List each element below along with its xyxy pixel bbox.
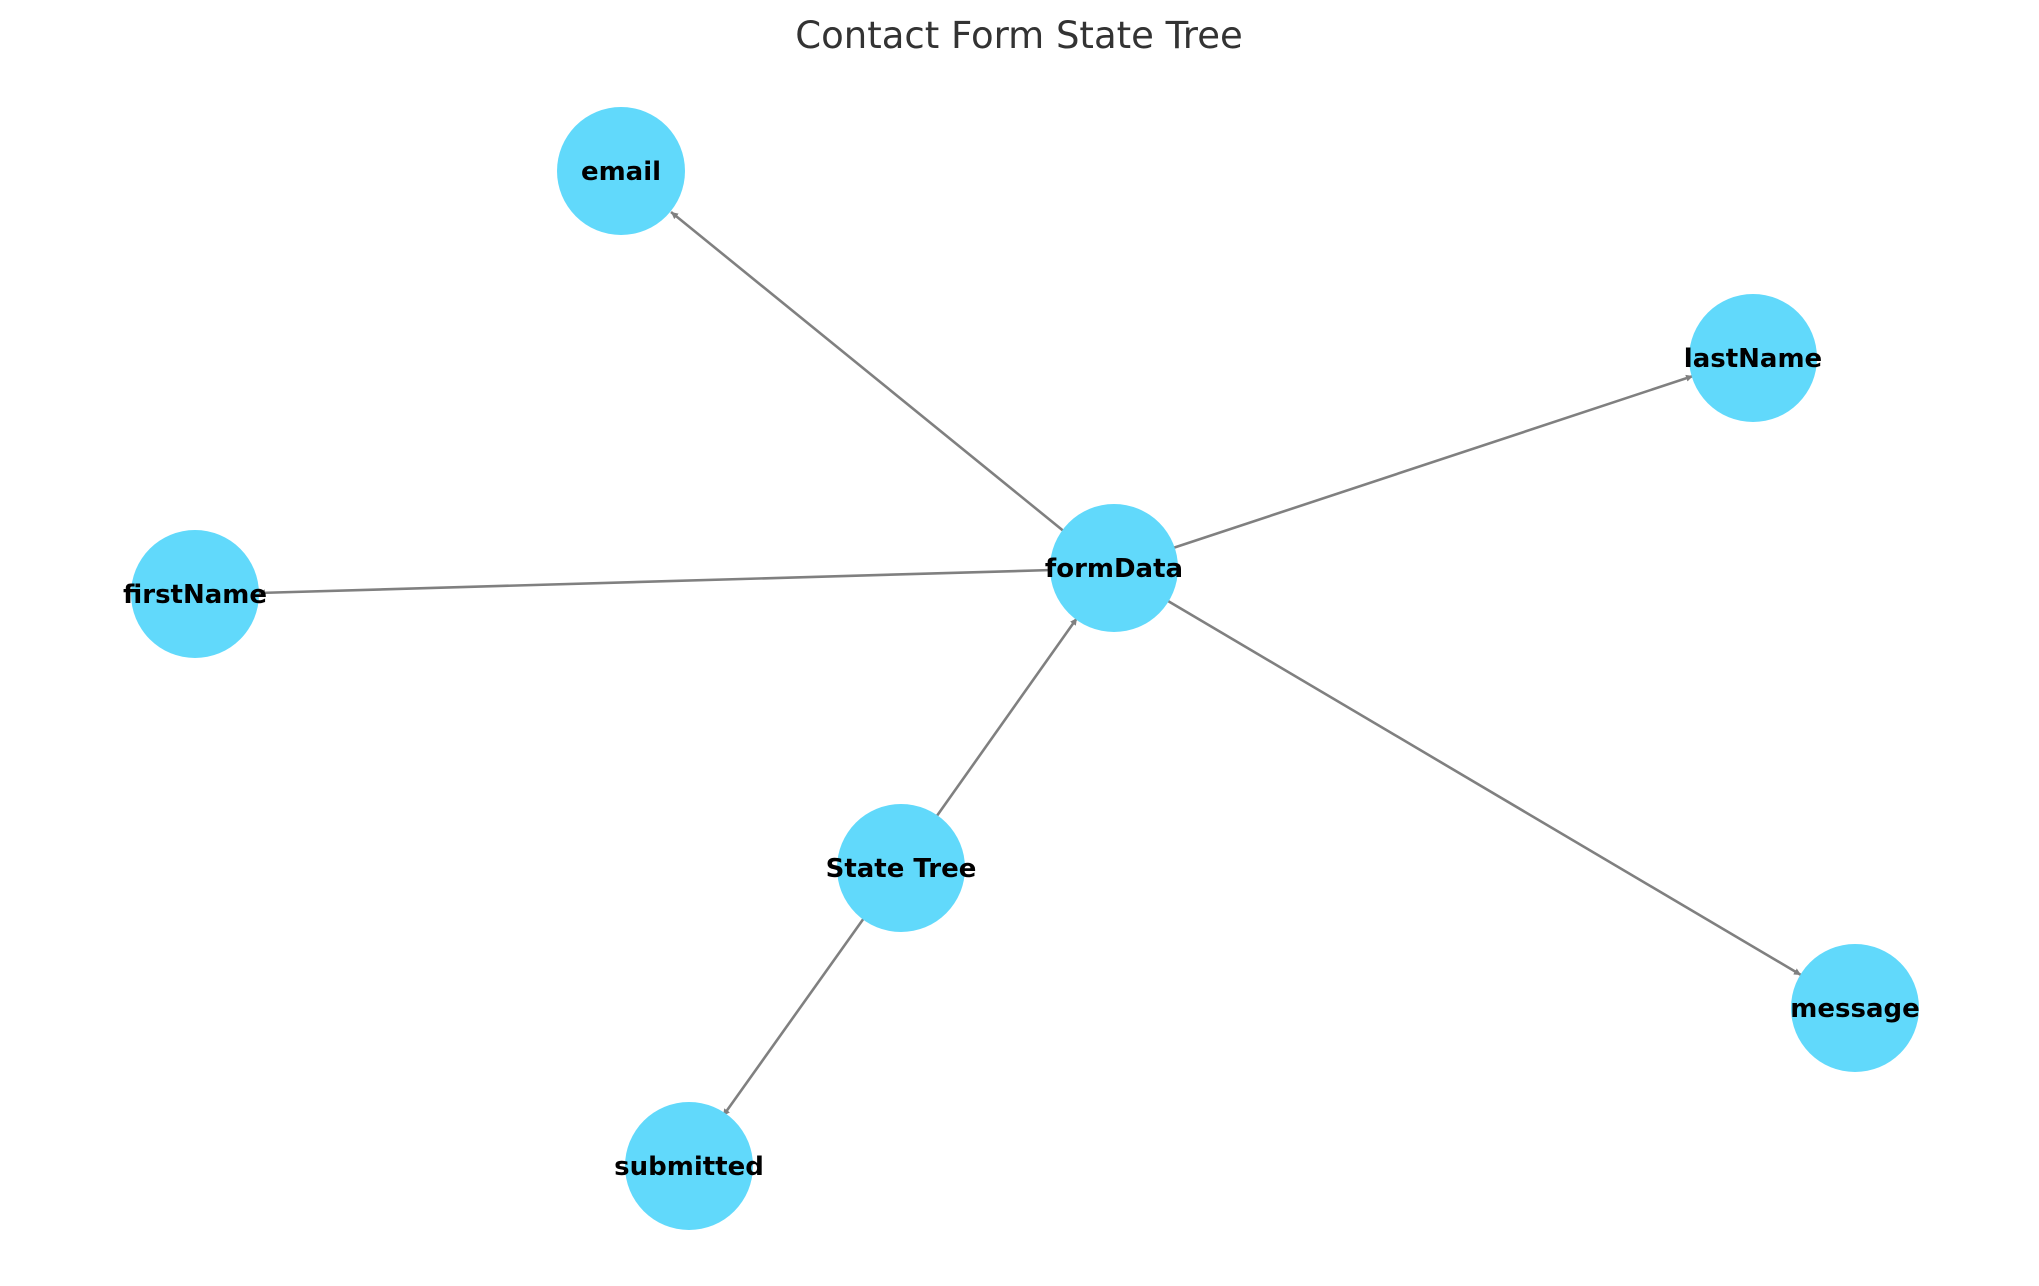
- node-firstname-circle: [131, 530, 259, 658]
- diagram-title: Contact Form State Tree: [795, 14, 1242, 57]
- node-lastname: lastName: [1684, 294, 1822, 422]
- node-submitted-circle: [625, 1102, 753, 1230]
- edge-formdata-to-message: [1167, 599, 1802, 977]
- node-formdata: formData: [1045, 504, 1183, 632]
- node-submitted: submitted: [614, 1102, 764, 1230]
- node-firstname: firstName: [123, 530, 267, 658]
- node-lastname-circle: [1689, 294, 1817, 422]
- node-submitted-label: submitted: [614, 1152, 764, 1182]
- node-root-circle: [837, 804, 965, 932]
- edge-root-to-submitted: [721, 917, 866, 1117]
- node-formdata-circle: [1050, 504, 1178, 632]
- edge-formdata-to-firstname: [257, 568, 1053, 597]
- edge-formdata-to-lastname: [1172, 374, 1694, 550]
- edge-formdata-to-email: [670, 210, 1067, 535]
- node-message-label: message: [1790, 994, 1919, 1024]
- node-email-label: email: [581, 157, 661, 187]
- nodes-group: email lastName firstName formData State …: [123, 107, 1920, 1230]
- edge-root-to-formdata: [932, 617, 1079, 821]
- node-root: State Tree: [826, 804, 977, 932]
- node-lastname-label: lastName: [1684, 344, 1822, 374]
- node-root-label: State Tree: [826, 854, 977, 884]
- node-firstname-label: firstName: [123, 580, 267, 610]
- node-email: email: [557, 107, 685, 235]
- edges-group: [257, 210, 1802, 1117]
- node-formdata-label: formData: [1045, 554, 1183, 584]
- node-email-circle: [557, 107, 685, 235]
- node-message-circle: [1791, 944, 1919, 1072]
- node-message: message: [1790, 944, 1920, 1072]
